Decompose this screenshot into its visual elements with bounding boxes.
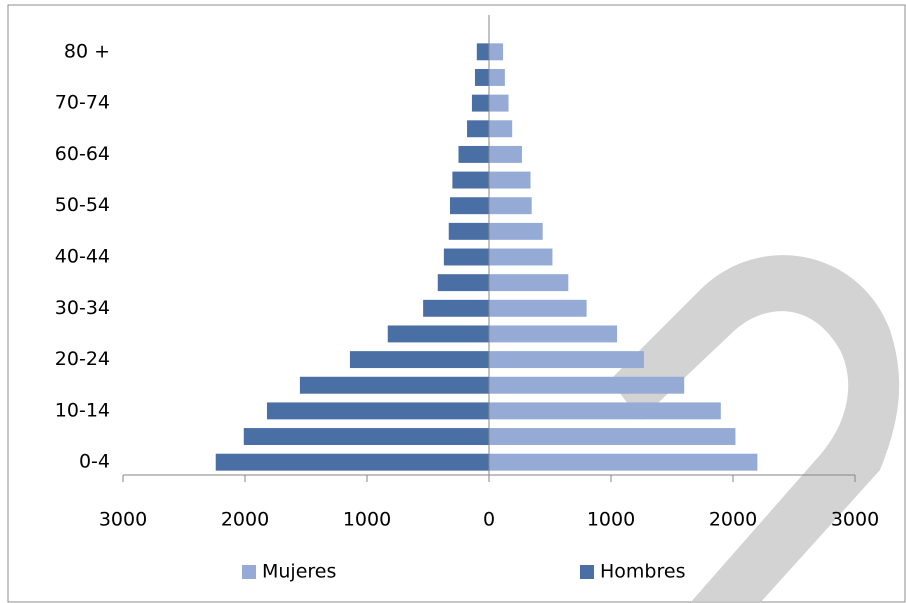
x-tick-label: 3000 [831,509,879,531]
watermark [610,255,900,603]
bar [449,197,489,215]
y-tick-label: 30-34 [55,297,110,319]
bar [467,120,489,138]
bar [489,171,531,189]
bar [489,197,532,215]
bar [387,325,489,343]
bar [489,402,721,420]
x-tick-label: 1000 [587,509,635,531]
bar [476,43,489,61]
bar [489,428,736,445]
legend-swatch [580,565,594,579]
x-tick-label: 1000 [343,509,391,531]
legend-label: Hombres [600,561,685,583]
bar [489,376,685,394]
bar [489,69,505,86]
bar [452,171,489,189]
bar [489,299,587,317]
bar [443,248,489,266]
bar [266,402,489,420]
bar [243,428,489,445]
y-tick-label: 80 + [64,40,110,62]
bar [299,376,489,394]
y-tick-label: 10-14 [55,399,110,421]
bar [458,145,489,163]
y-tick-label: 70-74 [55,92,110,114]
y-tick-label: 40-44 [55,246,110,268]
x-tick-label: 0 [483,509,495,531]
bar [437,274,489,292]
x-tick-label: 2000 [221,509,269,531]
bar [448,222,489,240]
bar [489,43,504,61]
y-tick-label: 50-54 [55,194,110,216]
y-tick-label: 20-24 [55,348,110,370]
bar [489,222,543,240]
bar [489,94,509,112]
y-tick-label: 0-4 [79,451,110,473]
bar [489,274,569,292]
bar [489,248,553,266]
bar [489,351,644,369]
bar [489,325,618,343]
y-tick-label: 60-64 [55,143,110,165]
legend-swatch [242,565,256,579]
x-tick-label: 3000 [99,509,147,531]
bar [349,351,489,369]
bar [215,453,489,471]
bar [489,120,513,138]
bar [474,69,489,86]
bar [471,94,489,112]
bar [423,299,489,317]
bar [489,453,758,471]
x-tick-label: 2000 [709,509,757,531]
legend-label: Mujeres [262,561,336,583]
bar [489,145,522,163]
